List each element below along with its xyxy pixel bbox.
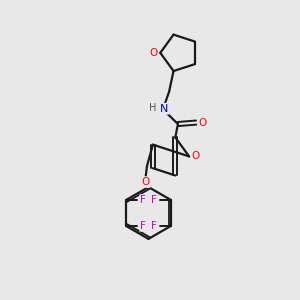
- Text: O: O: [191, 152, 200, 161]
- Text: F: F: [151, 195, 157, 205]
- Text: N: N: [160, 104, 168, 114]
- Text: F: F: [140, 195, 146, 205]
- Text: F: F: [151, 221, 157, 231]
- Text: O: O: [150, 48, 158, 58]
- Text: O: O: [141, 177, 150, 187]
- Text: F: F: [140, 221, 146, 231]
- Text: O: O: [199, 118, 207, 128]
- Text: H: H: [149, 103, 157, 112]
